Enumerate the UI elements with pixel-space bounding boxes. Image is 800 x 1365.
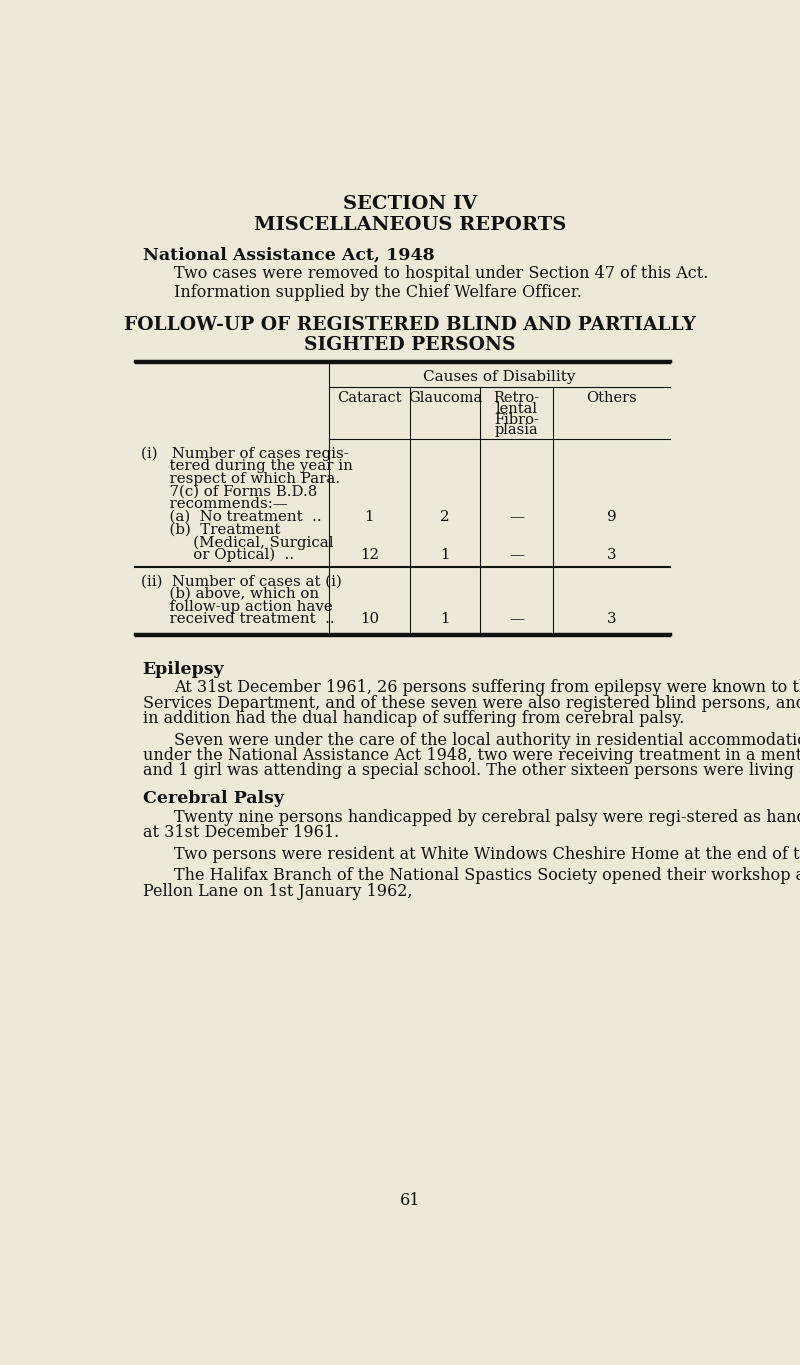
Text: Causes of Disability: Causes of Disability: [423, 370, 575, 384]
Text: 12: 12: [360, 547, 379, 562]
Text: respect of which Para.: respect of which Para.: [141, 472, 340, 486]
Text: Retro-: Retro-: [494, 390, 540, 405]
Text: Seven were under the care of the local authority in residential accommodation pr: Seven were under the care of the local a…: [174, 732, 800, 748]
Text: 3: 3: [606, 547, 616, 562]
Text: (a)  No treatment  ..: (a) No treatment ..: [141, 511, 322, 524]
Text: (i)   Number of cases regis-: (i) Number of cases regis-: [141, 446, 349, 461]
Text: 7(c) of Forms B.D.8: 7(c) of Forms B.D.8: [141, 485, 318, 498]
Text: 2: 2: [440, 511, 450, 524]
Text: Cerebral Palsy: Cerebral Palsy: [142, 790, 284, 807]
Text: 61: 61: [400, 1192, 420, 1209]
Text: 1: 1: [440, 613, 450, 627]
Text: Others: Others: [586, 390, 637, 405]
Text: lental: lental: [495, 401, 538, 416]
Text: FOLLOW-UP OF REGISTERED BLIND AND PARTIALLY: FOLLOW-UP OF REGISTERED BLIND AND PARTIA…: [124, 317, 696, 334]
Text: follow-up action have: follow-up action have: [141, 599, 333, 614]
Text: in addition had the dual handicap of suffering from cerebral palsy.: in addition had the dual handicap of suf…: [142, 710, 684, 728]
Text: Services Department, and of these seven were also registered blind persons, and : Services Department, and of these seven …: [142, 695, 800, 711]
Text: Two cases were removed to hospital under Section 47 of this Act.: Two cases were removed to hospital under…: [174, 265, 708, 283]
Text: 9: 9: [606, 511, 616, 524]
Text: SECTION IV: SECTION IV: [343, 195, 477, 213]
Text: Two persons were resident at White Windows Cheshire Home at the end of the year.: Two persons were resident at White Windo…: [174, 846, 800, 863]
Text: 3: 3: [606, 613, 616, 627]
Text: Epilepsy: Epilepsy: [142, 661, 224, 678]
Text: 1: 1: [365, 511, 374, 524]
Text: and 1 girl was attending a special school. The other sixteen persons were living: and 1 girl was attending a special schoo…: [142, 763, 800, 779]
Text: —: —: [509, 613, 524, 627]
Text: National Assistance Act, 1948: National Assistance Act, 1948: [142, 247, 434, 263]
Text: 1: 1: [440, 547, 450, 562]
Text: received treatment  ..: received treatment ..: [141, 613, 334, 627]
Text: Cataract: Cataract: [337, 390, 402, 405]
Text: Twenty nine persons handicapped by cerebral palsy were regi-stered as handicappe: Twenty nine persons handicapped by cereb…: [174, 808, 800, 826]
Text: 10: 10: [360, 613, 379, 627]
Text: (Medical, Surgical: (Medical, Surgical: [141, 535, 334, 550]
Text: At 31st December 1961, 26 persons suffering from epilepsy were known to the Welf: At 31st December 1961, 26 persons suffer…: [174, 680, 800, 696]
Text: Fibro-: Fibro-: [494, 412, 539, 426]
Text: —: —: [509, 547, 524, 562]
Text: or Optical)  ..: or Optical) ..: [141, 547, 294, 562]
Text: at 31st December 1961.: at 31st December 1961.: [142, 824, 339, 841]
Text: MISCELLANEOUS REPORTS: MISCELLANEOUS REPORTS: [254, 216, 566, 235]
Text: (b)  Treatment: (b) Treatment: [141, 523, 281, 536]
Text: (b) above, which on: (b) above, which on: [141, 587, 319, 601]
Text: recommends:—: recommends:—: [141, 497, 288, 512]
Text: —: —: [509, 511, 524, 524]
Text: under the National Assistance Act 1948, two were receiving treatment in a mental: under the National Assistance Act 1948, …: [142, 747, 800, 764]
Text: plasia: plasia: [494, 423, 538, 437]
Text: Pellon Lane on 1st January 1962,: Pellon Lane on 1st January 1962,: [142, 883, 412, 900]
Text: Glaucoma: Glaucoma: [408, 390, 482, 405]
Text: The Halifax Branch of the National Spastics Society opened their workshop at the: The Halifax Branch of the National Spast…: [174, 867, 800, 885]
Text: Information supplied by the Chief Welfare Officer.: Information supplied by the Chief Welfar…: [174, 284, 582, 300]
Text: tered during the year in: tered during the year in: [141, 459, 353, 474]
Text: SIGHTED PERSONS: SIGHTED PERSONS: [304, 336, 516, 355]
Text: (ii)  Number of cases at (i): (ii) Number of cases at (i): [141, 575, 342, 588]
